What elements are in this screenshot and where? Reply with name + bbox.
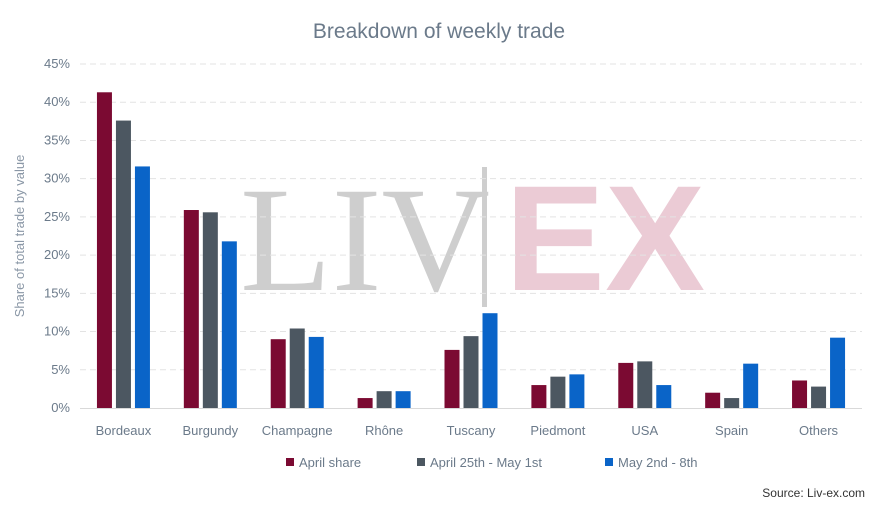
legend-label-april-share: April share	[299, 455, 361, 470]
y-tick-label: 20%	[44, 247, 70, 262]
liv-ex-watermark: LIV EX	[240, 154, 705, 323]
watermark-ex-text: EX	[505, 154, 705, 322]
x-tick-label: Others	[799, 423, 839, 438]
bar	[115, 120, 131, 409]
x-tick-labels: Bordeaux Burgundy Champagne Rhône Tuscany Pie…	[96, 423, 839, 438]
x-tick-label: Piedmont	[530, 423, 585, 438]
legend-swatch-may-2nd-8th	[605, 458, 613, 466]
legend-label-may-2nd-8th: May 2nd - 8th	[618, 455, 698, 470]
bar	[289, 328, 305, 408]
bar	[550, 376, 566, 408]
x-tick-label: Tuscany	[447, 423, 496, 438]
bar	[395, 391, 411, 408]
x-tick-label: USA	[631, 423, 658, 438]
bar	[221, 241, 237, 408]
legend-label-april-25th-may-1st: April 25th - May 1st	[430, 455, 542, 470]
bar	[830, 337, 846, 408]
x-tick-label: Bordeaux	[96, 423, 152, 438]
bar	[134, 166, 150, 408]
bar	[202, 212, 218, 408]
legend-item-april-share[interactable]: April share	[286, 455, 361, 470]
bar	[724, 398, 740, 408]
y-tick-labels: 0% 5% 10% 15% 20% 25% 30% 35% 40% 45%	[44, 56, 70, 415]
bar	[183, 210, 199, 408]
watermark-divider	[482, 167, 487, 307]
y-tick-label: 5%	[51, 362, 70, 377]
bar	[308, 336, 324, 408]
bar	[569, 374, 585, 408]
y-tick-label: 40%	[44, 94, 70, 109]
bar	[618, 362, 634, 408]
legend: April share April 25th - May 1st May 2nd…	[286, 455, 698, 470]
bar	[705, 392, 721, 408]
watermark-liv-text: LIV	[240, 157, 490, 323]
bar	[792, 380, 808, 408]
y-tick-label: 30%	[44, 171, 70, 186]
bar	[656, 385, 672, 408]
y-tick-label: 25%	[44, 209, 70, 224]
legend-item-may-2nd-8th[interactable]: May 2nd - 8th	[605, 455, 698, 470]
bar	[531, 385, 547, 408]
y-tick-label: 10%	[44, 324, 70, 339]
legend-swatch-april-25th-may-1st	[417, 458, 425, 466]
x-tick-label: Spain	[715, 423, 748, 438]
bar	[270, 339, 286, 408]
legend-item-april-25th-may-1st[interactable]: April 25th - May 1st	[417, 455, 542, 470]
bar	[96, 92, 112, 408]
bar	[811, 386, 827, 408]
bar	[444, 349, 460, 408]
y-tick-label: 45%	[44, 56, 70, 71]
y-axis-label: Share of total trade by value	[12, 155, 27, 318]
chart-title: Breakdown of weekly trade	[313, 20, 565, 43]
source-note: Source: Liv-ex.com	[762, 486, 865, 500]
x-tick-label: Burgundy	[183, 423, 239, 438]
bar	[482, 313, 498, 408]
y-tick-label: 35%	[44, 132, 70, 147]
bar	[357, 398, 373, 408]
bar	[743, 363, 759, 408]
y-tick-label: 0%	[51, 400, 70, 415]
bars	[96, 92, 846, 409]
bar	[463, 336, 479, 408]
y-tick-label: 15%	[44, 285, 70, 300]
bar	[376, 391, 392, 408]
x-tick-label: Rhône	[365, 423, 403, 438]
bar	[637, 361, 653, 408]
x-tick-label: Champagne	[262, 423, 333, 438]
legend-swatch-april-share	[286, 458, 294, 466]
